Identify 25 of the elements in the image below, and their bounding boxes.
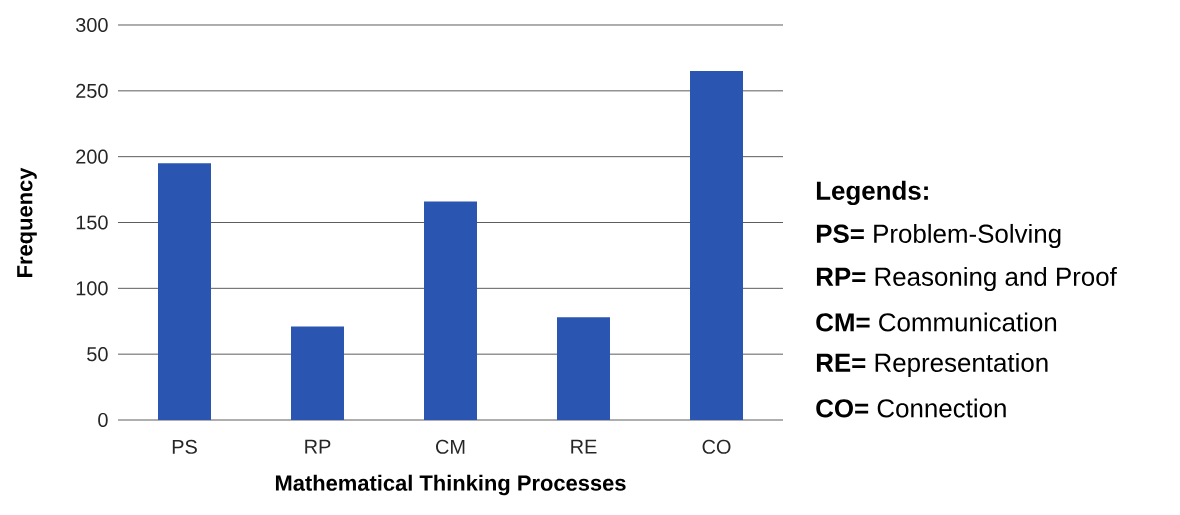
bar bbox=[158, 163, 211, 420]
bar bbox=[690, 71, 743, 420]
text: CO= Connection bbox=[816, 398, 1006, 418]
y-tick-label: 300 bbox=[76, 17, 108, 33]
y-tick-label: 100 bbox=[76, 281, 108, 296]
y-tick-label: 150 bbox=[76, 215, 108, 230]
text: CM= Communication bbox=[816, 312, 1057, 332]
x-axis-title: Mathematical Thinking Processes bbox=[275, 474, 626, 496]
y-tick-label: 250 bbox=[76, 83, 108, 98]
text: PS= Problem-Solving bbox=[816, 223, 1061, 249]
x-tick-label: CM bbox=[436, 439, 465, 454]
x-tick-label: PS bbox=[172, 439, 197, 454]
x-tick-label: CO bbox=[702, 439, 731, 454]
y-tick-label: 200 bbox=[76, 149, 108, 164]
text: RP= Reasoning and Proof bbox=[816, 266, 1117, 292]
y-tick-label: 50 bbox=[87, 347, 108, 362]
bar bbox=[424, 201, 477, 420]
bar bbox=[291, 326, 344, 420]
y-axis-title: Frequency bbox=[17, 167, 37, 277]
x-tick-label: RE bbox=[571, 439, 597, 454]
x-tick-label: RP bbox=[305, 439, 331, 454]
text: RE= Representation bbox=[816, 352, 1048, 378]
bar bbox=[557, 317, 610, 420]
y-tick-label: 0 bbox=[98, 412, 108, 428]
text: Legends: bbox=[816, 180, 928, 206]
